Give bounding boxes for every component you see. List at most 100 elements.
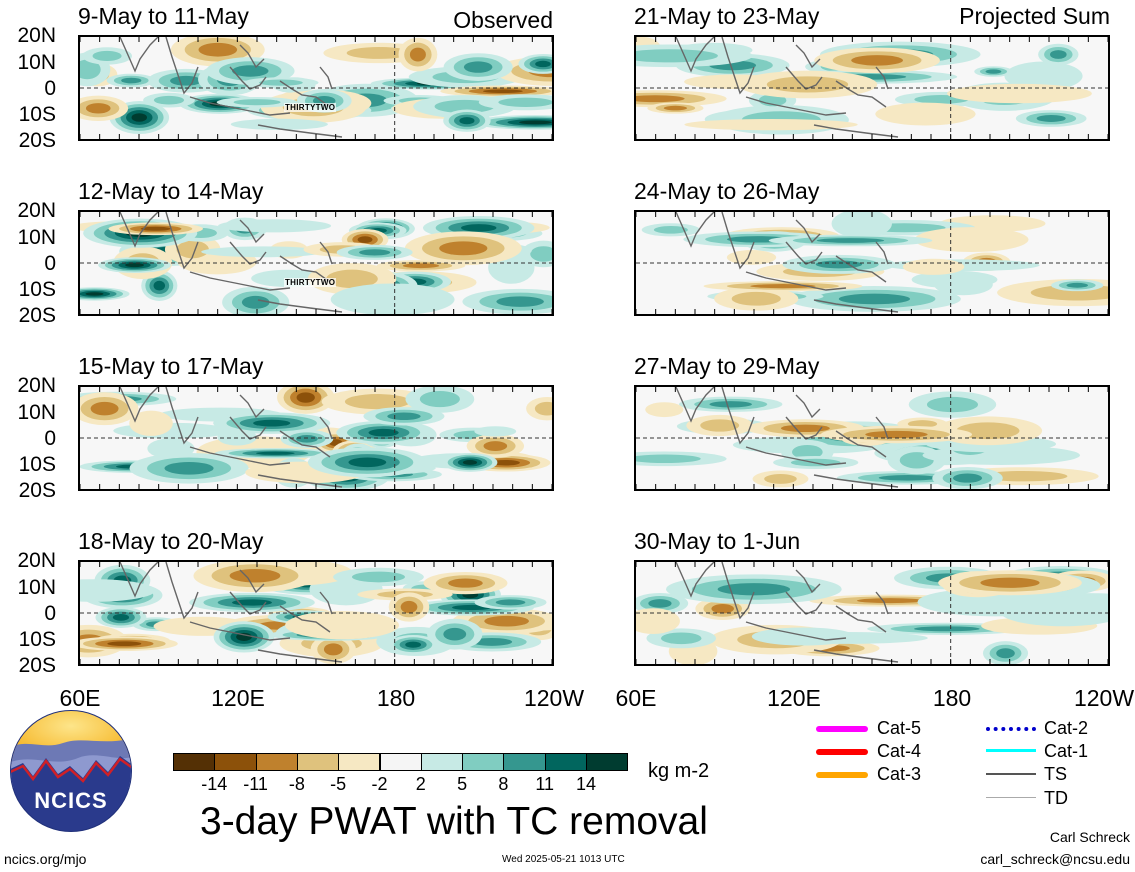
dry-anomaly: [946, 83, 1092, 104]
moist-anomaly: [535, 60, 551, 68]
dry-anomaly: [229, 569, 281, 583]
lon-label: 120E: [767, 685, 821, 711]
moist-anomaly: [121, 77, 142, 84]
legend-label: Cat-4: [877, 741, 922, 761]
dry-anomaly: [198, 42, 238, 57]
moist-anomaly: [232, 599, 272, 606]
coastline: [675, 212, 715, 248]
coastline: [279, 430, 331, 458]
colorbar-cell: [544, 753, 587, 771]
coastline: [813, 649, 899, 663]
colorbar-cell: [379, 753, 422, 771]
lat-label: 10N: [17, 226, 56, 249]
coastline: [813, 474, 899, 488]
tc-label: THIRTYTWO: [284, 103, 337, 112]
coastline: [239, 394, 265, 419]
map-field: [80, 37, 552, 139]
dry-anomaly: [636, 608, 680, 634]
footer-url: ncics.org/mjo: [4, 851, 87, 867]
panel-title: 15-May to 17-May: [78, 353, 264, 379]
lat-label: 0: [44, 252, 56, 275]
colorbar-tick-label: -14: [201, 774, 228, 794]
coastline: [785, 66, 823, 90]
cat1-swatch: [986, 749, 1036, 752]
map-field: [636, 387, 1108, 489]
footer-timestamp: Wed 2025-05-21 1013 UTC: [502, 854, 625, 865]
lat-label: 20N: [17, 549, 56, 572]
lat-label: 10S: [18, 628, 56, 651]
dry-anomaly: [491, 459, 520, 466]
dry-anomaly: [726, 250, 777, 265]
moist-anomaly: [296, 435, 318, 443]
tc-label: THIRTYTWO: [284, 278, 337, 287]
coastline: [239, 219, 265, 244]
moist-anomaly: [878, 475, 938, 481]
moist-anomaly: [153, 95, 185, 105]
dry-anomaly: [851, 55, 903, 66]
lon-label: 120W: [523, 685, 585, 711]
moist-anomaly: [352, 571, 405, 583]
moist-anomaly: [792, 444, 823, 460]
dry-anomaly: [326, 269, 378, 289]
dry-anomaly: [400, 600, 418, 613]
dry-anomaly: [107, 641, 142, 647]
coastline: [229, 241, 267, 265]
coastline: [239, 44, 265, 69]
moist-anomaly: [1050, 50, 1067, 59]
projected-label: Projected Sum: [959, 3, 1110, 29]
coastline: [835, 255, 887, 283]
coastline: [119, 387, 159, 423]
colorbar-cell: [586, 753, 629, 771]
panel-title: 24-May to 26-May: [634, 178, 820, 204]
moist-anomaly: [462, 460, 478, 465]
cat4-swatch: [816, 749, 868, 755]
dry-anomaly: [85, 103, 111, 114]
moist-anomaly: [92, 50, 122, 62]
colorbar-tick-label: 5: [457, 774, 468, 794]
lat-label: 10N: [17, 576, 56, 599]
moist-anomaly: [164, 461, 214, 475]
coastline: [721, 37, 755, 95]
moist-anomaly: [201, 246, 325, 258]
lat-label: 20S: [18, 654, 56, 677]
dry-anomaly: [285, 611, 400, 640]
coastline: [745, 96, 847, 116]
colorbar-units: kg m-2: [648, 760, 710, 782]
dry-anomaly: [875, 102, 976, 126]
dry-anomaly: [402, 263, 440, 269]
map-field: [80, 387, 552, 489]
coastline: [257, 474, 343, 488]
coastline: [165, 212, 199, 270]
coastline: [189, 446, 291, 466]
coastline: [835, 605, 887, 633]
lat-label: 0: [44, 602, 56, 625]
moist-anomaly: [709, 401, 752, 408]
moist-anomaly: [953, 473, 983, 483]
map-panel: [78, 385, 554, 491]
dry-anomaly: [700, 419, 740, 432]
map-panel: [634, 210, 1110, 316]
map-panel: [634, 560, 1110, 666]
moist-anomaly: [368, 428, 399, 437]
dry-anomaly: [907, 420, 938, 428]
dry-anomaly: [90, 401, 119, 416]
moist-anomaly: [125, 263, 144, 268]
main-title: 3-day PWAT with TC removal: [200, 800, 708, 843]
footer-email: carl_schreck@ncsu.edu: [980, 851, 1130, 867]
coastline: [319, 241, 333, 265]
moist-anomaly: [636, 454, 701, 464]
coastline: [279, 605, 331, 633]
coastline: [875, 591, 889, 615]
dry-anomaly: [176, 240, 209, 259]
moist-anomaly: [463, 61, 493, 73]
colorbar-tick-label: -2: [371, 774, 388, 794]
lat-label: 10N: [17, 51, 56, 74]
moist-anomaly: [751, 627, 855, 646]
coastline: [675, 562, 715, 598]
dry-anomaly: [766, 76, 849, 93]
moist-anomaly: [474, 426, 517, 437]
coastline: [813, 124, 899, 138]
moist-anomaly: [359, 249, 391, 256]
dry-anomaly: [483, 441, 508, 451]
coastline: [875, 241, 889, 265]
